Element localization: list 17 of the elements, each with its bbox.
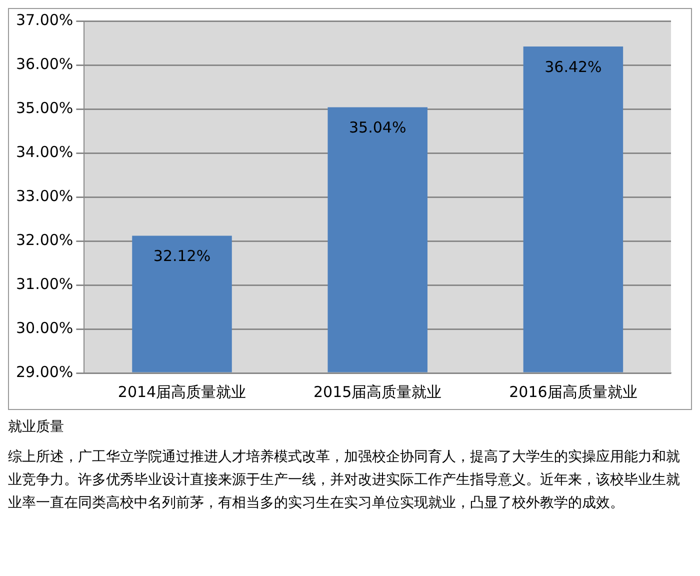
y-tick-label: 33.00% (16, 186, 74, 205)
y-tick-label: 37.00% (16, 10, 74, 29)
x-tick-label: 2016届高质量就业 (509, 382, 638, 401)
x-tick-label: 2015届高质量就业 (314, 382, 442, 401)
text: 综上所述，广工华立学院通过推进人才培养模式改革，加强校企协同育人，提高了大学生的实操应用能力和就业竞争力。许多优秀毕业设计直接来源于生产一线，并对改进实际工作产生指导意义。近年来，该校毕业生就业率一直在同类高校中名列前茅，有相当多的实习生在实习单位实现就业，凸显了校外教学的成效。 (8, 448, 681, 513)
data-label: 35.04% (348, 118, 406, 137)
x-tick-label: 2014届高质量就业 (118, 382, 246, 401)
y-tick-label: 32.00% (16, 230, 74, 249)
y-tick-label: 34.00% (16, 142, 74, 161)
y-tick-label: 35.00% (16, 98, 74, 117)
y-tick-label: 31.00% (16, 274, 74, 293)
y-tick-label: 36.00% (16, 54, 74, 73)
y-tick-label: 30.00% (16, 318, 74, 337)
data-label: 36.42% (544, 58, 602, 76)
y-tick-label: 29.00% (16, 362, 74, 381)
text: 就业质量 (8, 418, 65, 436)
data-label: 32.12% (153, 247, 211, 266)
